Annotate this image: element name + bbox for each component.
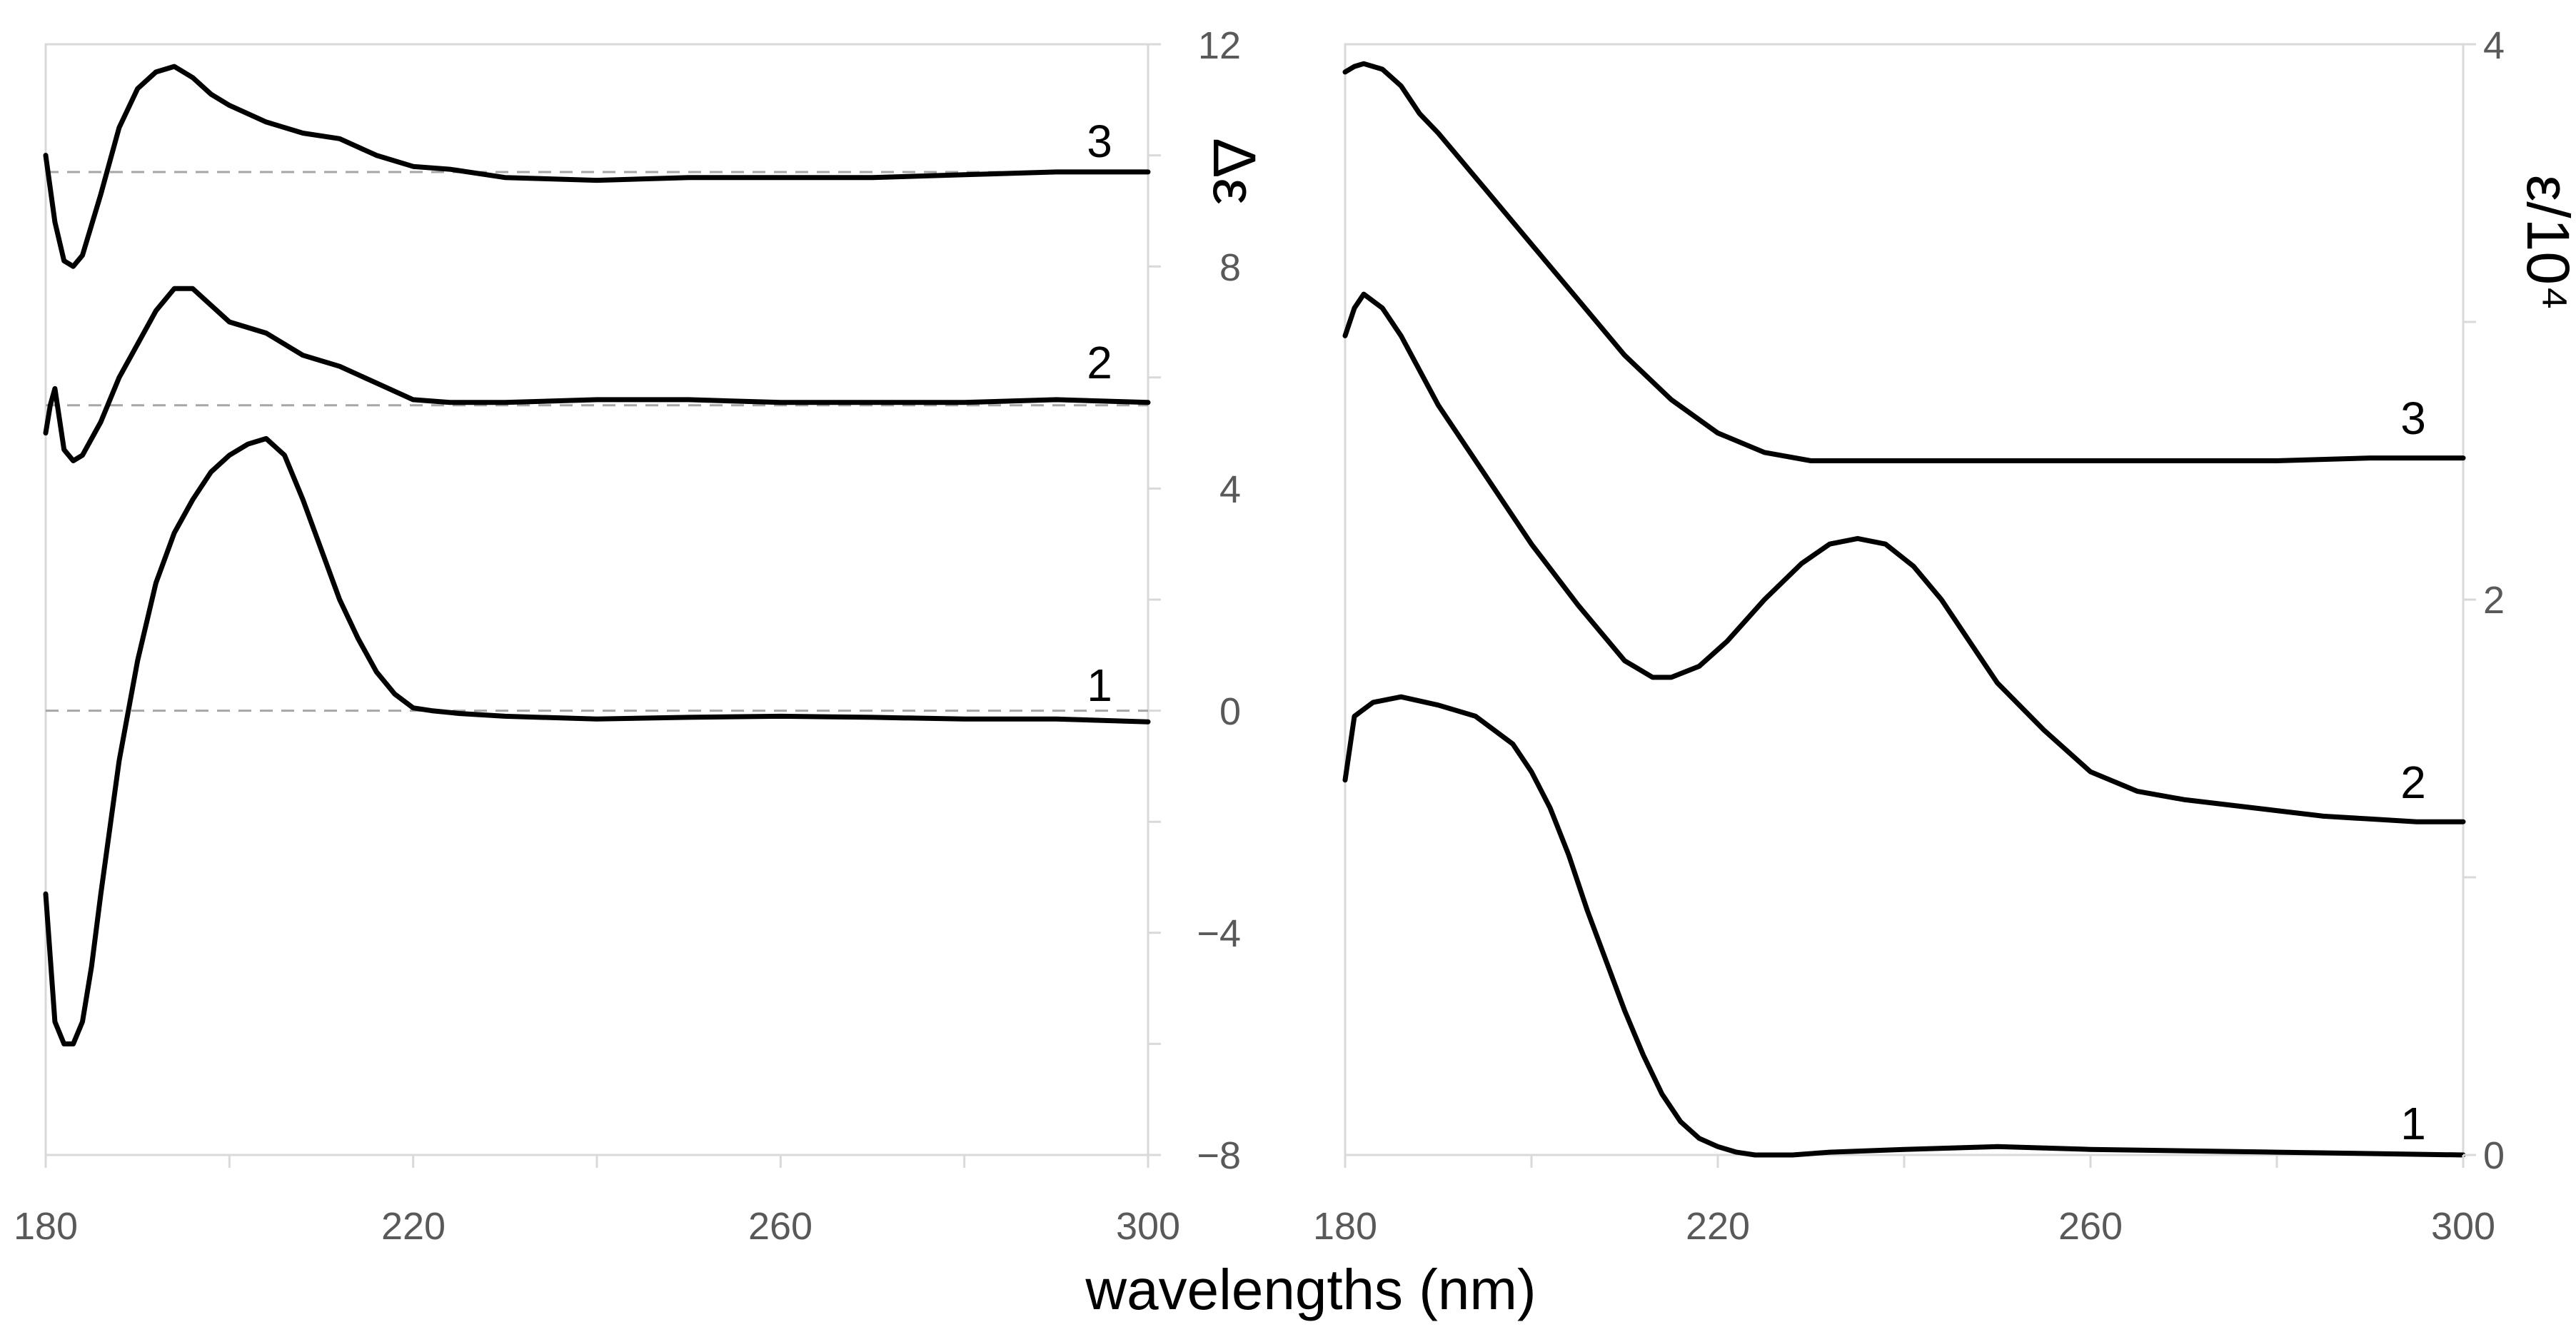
cd-curve-label-1: 1 xyxy=(1087,660,1112,711)
cd-curves xyxy=(43,64,1151,1046)
abs-x-tick-label: 300 xyxy=(2431,1205,2495,1248)
cd-curve-label-2: 2 xyxy=(1087,337,1112,388)
cd-x-ticks xyxy=(44,1155,1149,1168)
abs-x-tick-label: 220 xyxy=(1686,1205,1750,1248)
cd-series-3-line xyxy=(43,64,1151,269)
abs-curve-label-3: 3 xyxy=(2400,393,2426,444)
cd-y-tick-labels: −8 −4 0 4 8 12 xyxy=(1197,24,1241,1177)
abs-y-tick-label: 2 xyxy=(2483,579,2505,622)
abs-y-tick-labels: 0 2 4 xyxy=(2483,24,2505,1177)
abs-curve-label-2: 2 xyxy=(2400,757,2426,808)
cd-panel: 180 220 260 300 −8 −4 0 4 8 12 3 2 1 Δε xyxy=(14,24,1268,1248)
cd-y-tick-label: 0 xyxy=(1219,690,1241,733)
cd-series-1-line xyxy=(43,435,1151,1046)
abs-y-tick-label: 0 xyxy=(2483,1134,2505,1177)
abs-plot-frame xyxy=(1344,43,2465,1156)
x-axis-title: wavelengths (nm) xyxy=(1085,1258,1536,1321)
cd-y-tick-label: −4 xyxy=(1197,912,1241,955)
abs-y-axis-title: ε/10⁴ xyxy=(2515,175,2576,311)
cd-y-tick-label: −8 xyxy=(1197,1134,1241,1177)
cd-x-tick-label: 220 xyxy=(381,1205,446,1248)
cd-y-ticks xyxy=(1148,43,1161,1156)
abs-series-2-line xyxy=(1342,291,2466,824)
absorption-panel: 180 220 260 300 0 2 4 3 2 1 ε/10⁴ xyxy=(1313,24,2576,1248)
cd-y-tick-label: 4 xyxy=(1219,468,1241,511)
cd-y-axis-title: Δε xyxy=(1201,138,1268,205)
cd-y-tick-label: 12 xyxy=(1198,24,1241,67)
abs-curve-label-1: 1 xyxy=(2400,1098,2426,1149)
cd-x-tick-label: 300 xyxy=(1116,1205,1180,1248)
abs-series-3-line xyxy=(1342,61,2466,463)
cd-series-2-line xyxy=(43,286,1151,463)
cd-curve-label-3: 3 xyxy=(1087,116,1112,167)
cd-x-tick-labels: 180 220 260 300 xyxy=(14,1205,1180,1248)
abs-x-ticks xyxy=(1344,1155,2465,1168)
abs-y-ticks xyxy=(2463,43,2476,1156)
cd-x-tick-label: 260 xyxy=(748,1205,812,1248)
cd-baselines xyxy=(46,171,1148,712)
abs-series-1-line xyxy=(1342,694,2466,1158)
cd-plot-frame xyxy=(44,43,1149,1156)
abs-x-tick-label: 260 xyxy=(2058,1205,2123,1248)
cd-x-tick-label: 180 xyxy=(14,1205,78,1248)
abs-curves xyxy=(1342,61,2466,1158)
cd-y-tick-label: 8 xyxy=(1219,246,1241,289)
abs-y-tick-label: 4 xyxy=(2483,24,2505,67)
abs-x-tick-labels: 180 220 260 300 xyxy=(1313,1205,2495,1248)
abs-x-tick-label: 180 xyxy=(1313,1205,1377,1248)
